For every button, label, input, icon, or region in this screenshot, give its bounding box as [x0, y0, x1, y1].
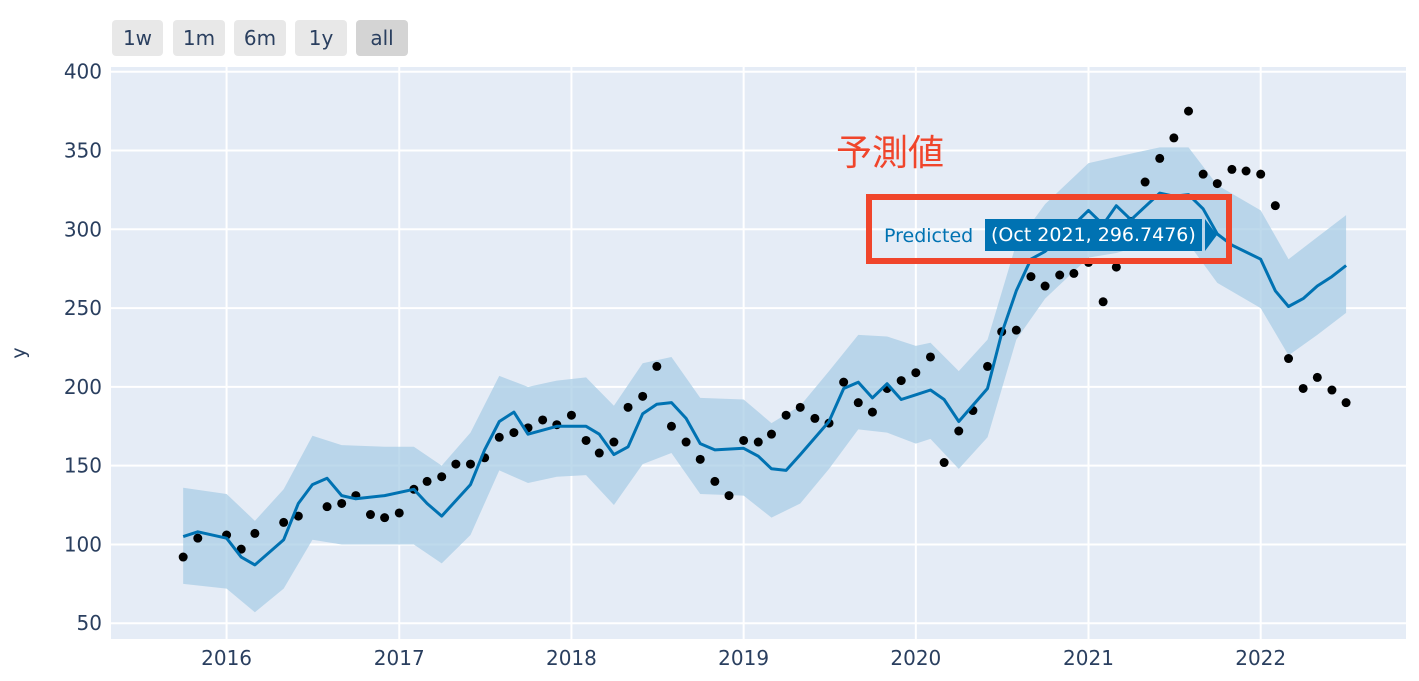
actual-point: [1098, 297, 1108, 307]
actual-point: [753, 437, 763, 447]
range-button-all[interactable]: all: [356, 20, 408, 56]
actual-point: [380, 513, 390, 523]
actual-point: [1298, 383, 1308, 393]
x-tick-label: 2019: [718, 646, 769, 670]
actual-point: [766, 429, 776, 439]
actual-point: [494, 432, 504, 442]
actual-point: [279, 517, 289, 527]
x-tick-labels: 2016 2017 2018 2019 2020 2021 2022: [201, 646, 1286, 670]
actual-point: [365, 510, 375, 520]
actual-point: [594, 448, 604, 458]
actual-point: [1040, 281, 1050, 291]
y-tick-label: 150: [64, 454, 102, 478]
x-tick-label: 2022: [1235, 646, 1286, 670]
actual-point: [451, 459, 461, 469]
actual-point: [193, 533, 203, 543]
actual-point: [911, 368, 921, 378]
actual-point: [710, 476, 720, 486]
actual-point: [609, 437, 619, 447]
actual-point: [983, 361, 993, 371]
actual-point: [1198, 169, 1208, 179]
actual-point: [666, 421, 676, 431]
actual-point: [337, 498, 347, 508]
actual-point: [465, 459, 475, 469]
actual-point: [896, 376, 906, 386]
actual-point: [178, 552, 188, 562]
range-button-1w[interactable]: 1w: [112, 20, 163, 56]
y-tick-label: 300: [64, 217, 102, 241]
actual-point: [1069, 268, 1079, 278]
actual-point: [293, 511, 303, 521]
hover-series-label: Predicted: [884, 225, 974, 247]
actual-point: [538, 415, 548, 425]
actual-point: [1270, 201, 1280, 211]
x-tick-label: 2020: [890, 646, 941, 670]
actual-point: [236, 544, 246, 554]
actual-point: [1140, 177, 1150, 187]
actual-point: [1341, 398, 1351, 408]
range-button-6m[interactable]: 6m: [234, 20, 286, 56]
highlight-box: [866, 194, 1232, 264]
x-tick-label: 2021: [1063, 646, 1114, 670]
actual-point: [1169, 133, 1179, 143]
hover-pointer-icon: [1205, 219, 1217, 251]
actual-point: [839, 377, 849, 387]
range-button-1y[interactable]: 1y: [295, 20, 347, 56]
actual-point: [437, 472, 447, 482]
actual-point: [1227, 164, 1237, 174]
actual-point: [695, 454, 705, 464]
actual-point: [638, 391, 648, 401]
actual-point: [853, 398, 863, 408]
actual-point: [1284, 354, 1294, 364]
actual-point: [1111, 262, 1121, 272]
x-tick-label: 2018: [546, 646, 597, 670]
actual-point: [509, 428, 519, 438]
actual-point: [394, 508, 404, 518]
y-tick-label: 50: [77, 611, 102, 635]
x-tick-label: 2016: [201, 646, 252, 670]
actual-point: [1155, 153, 1165, 163]
actual-point: [739, 435, 749, 445]
actual-point: [1241, 166, 1251, 176]
plot-background: [111, 67, 1406, 639]
y-tick-labels: 50 100 150 200 250 300 350 400: [64, 60, 102, 636]
actual-point: [581, 435, 591, 445]
actual-point: [939, 458, 949, 468]
actual-point: [623, 402, 633, 412]
actual-point: [250, 528, 260, 538]
annotation-text: 予測値: [836, 133, 945, 174]
range-button-1m[interactable]: 1m: [173, 20, 225, 56]
y-tick-label: 400: [64, 60, 102, 84]
actual-point: [1312, 372, 1322, 382]
y-axis-label: y: [8, 347, 30, 358]
actual-point: [422, 476, 432, 486]
actual-point: [566, 410, 576, 420]
actual-point: [1011, 325, 1021, 335]
actual-point: [925, 352, 935, 362]
actual-point: [795, 402, 805, 412]
actual-point: [810, 413, 820, 423]
actual-point: [1327, 385, 1337, 395]
y-tick-label: 200: [64, 375, 102, 399]
actual-point: [1055, 270, 1065, 280]
actual-point: [652, 361, 662, 371]
actual-point: [724, 491, 734, 501]
y-tick-label: 250: [64, 296, 102, 320]
y-tick-label: 350: [64, 139, 102, 163]
actual-point: [781, 410, 791, 420]
actual-point: [1026, 272, 1036, 282]
actual-point: [1184, 106, 1194, 116]
x-tick-label: 2017: [374, 646, 425, 670]
actual-point: [1256, 169, 1266, 179]
hover-value-label: (Oct 2021, 296.7476): [985, 219, 1202, 251]
actual-point: [954, 426, 964, 436]
actual-point: [681, 437, 691, 447]
y-tick-label: 100: [64, 532, 102, 556]
actual-point: [322, 502, 332, 512]
actual-point: [867, 407, 877, 417]
actual-point: [1212, 179, 1222, 189]
